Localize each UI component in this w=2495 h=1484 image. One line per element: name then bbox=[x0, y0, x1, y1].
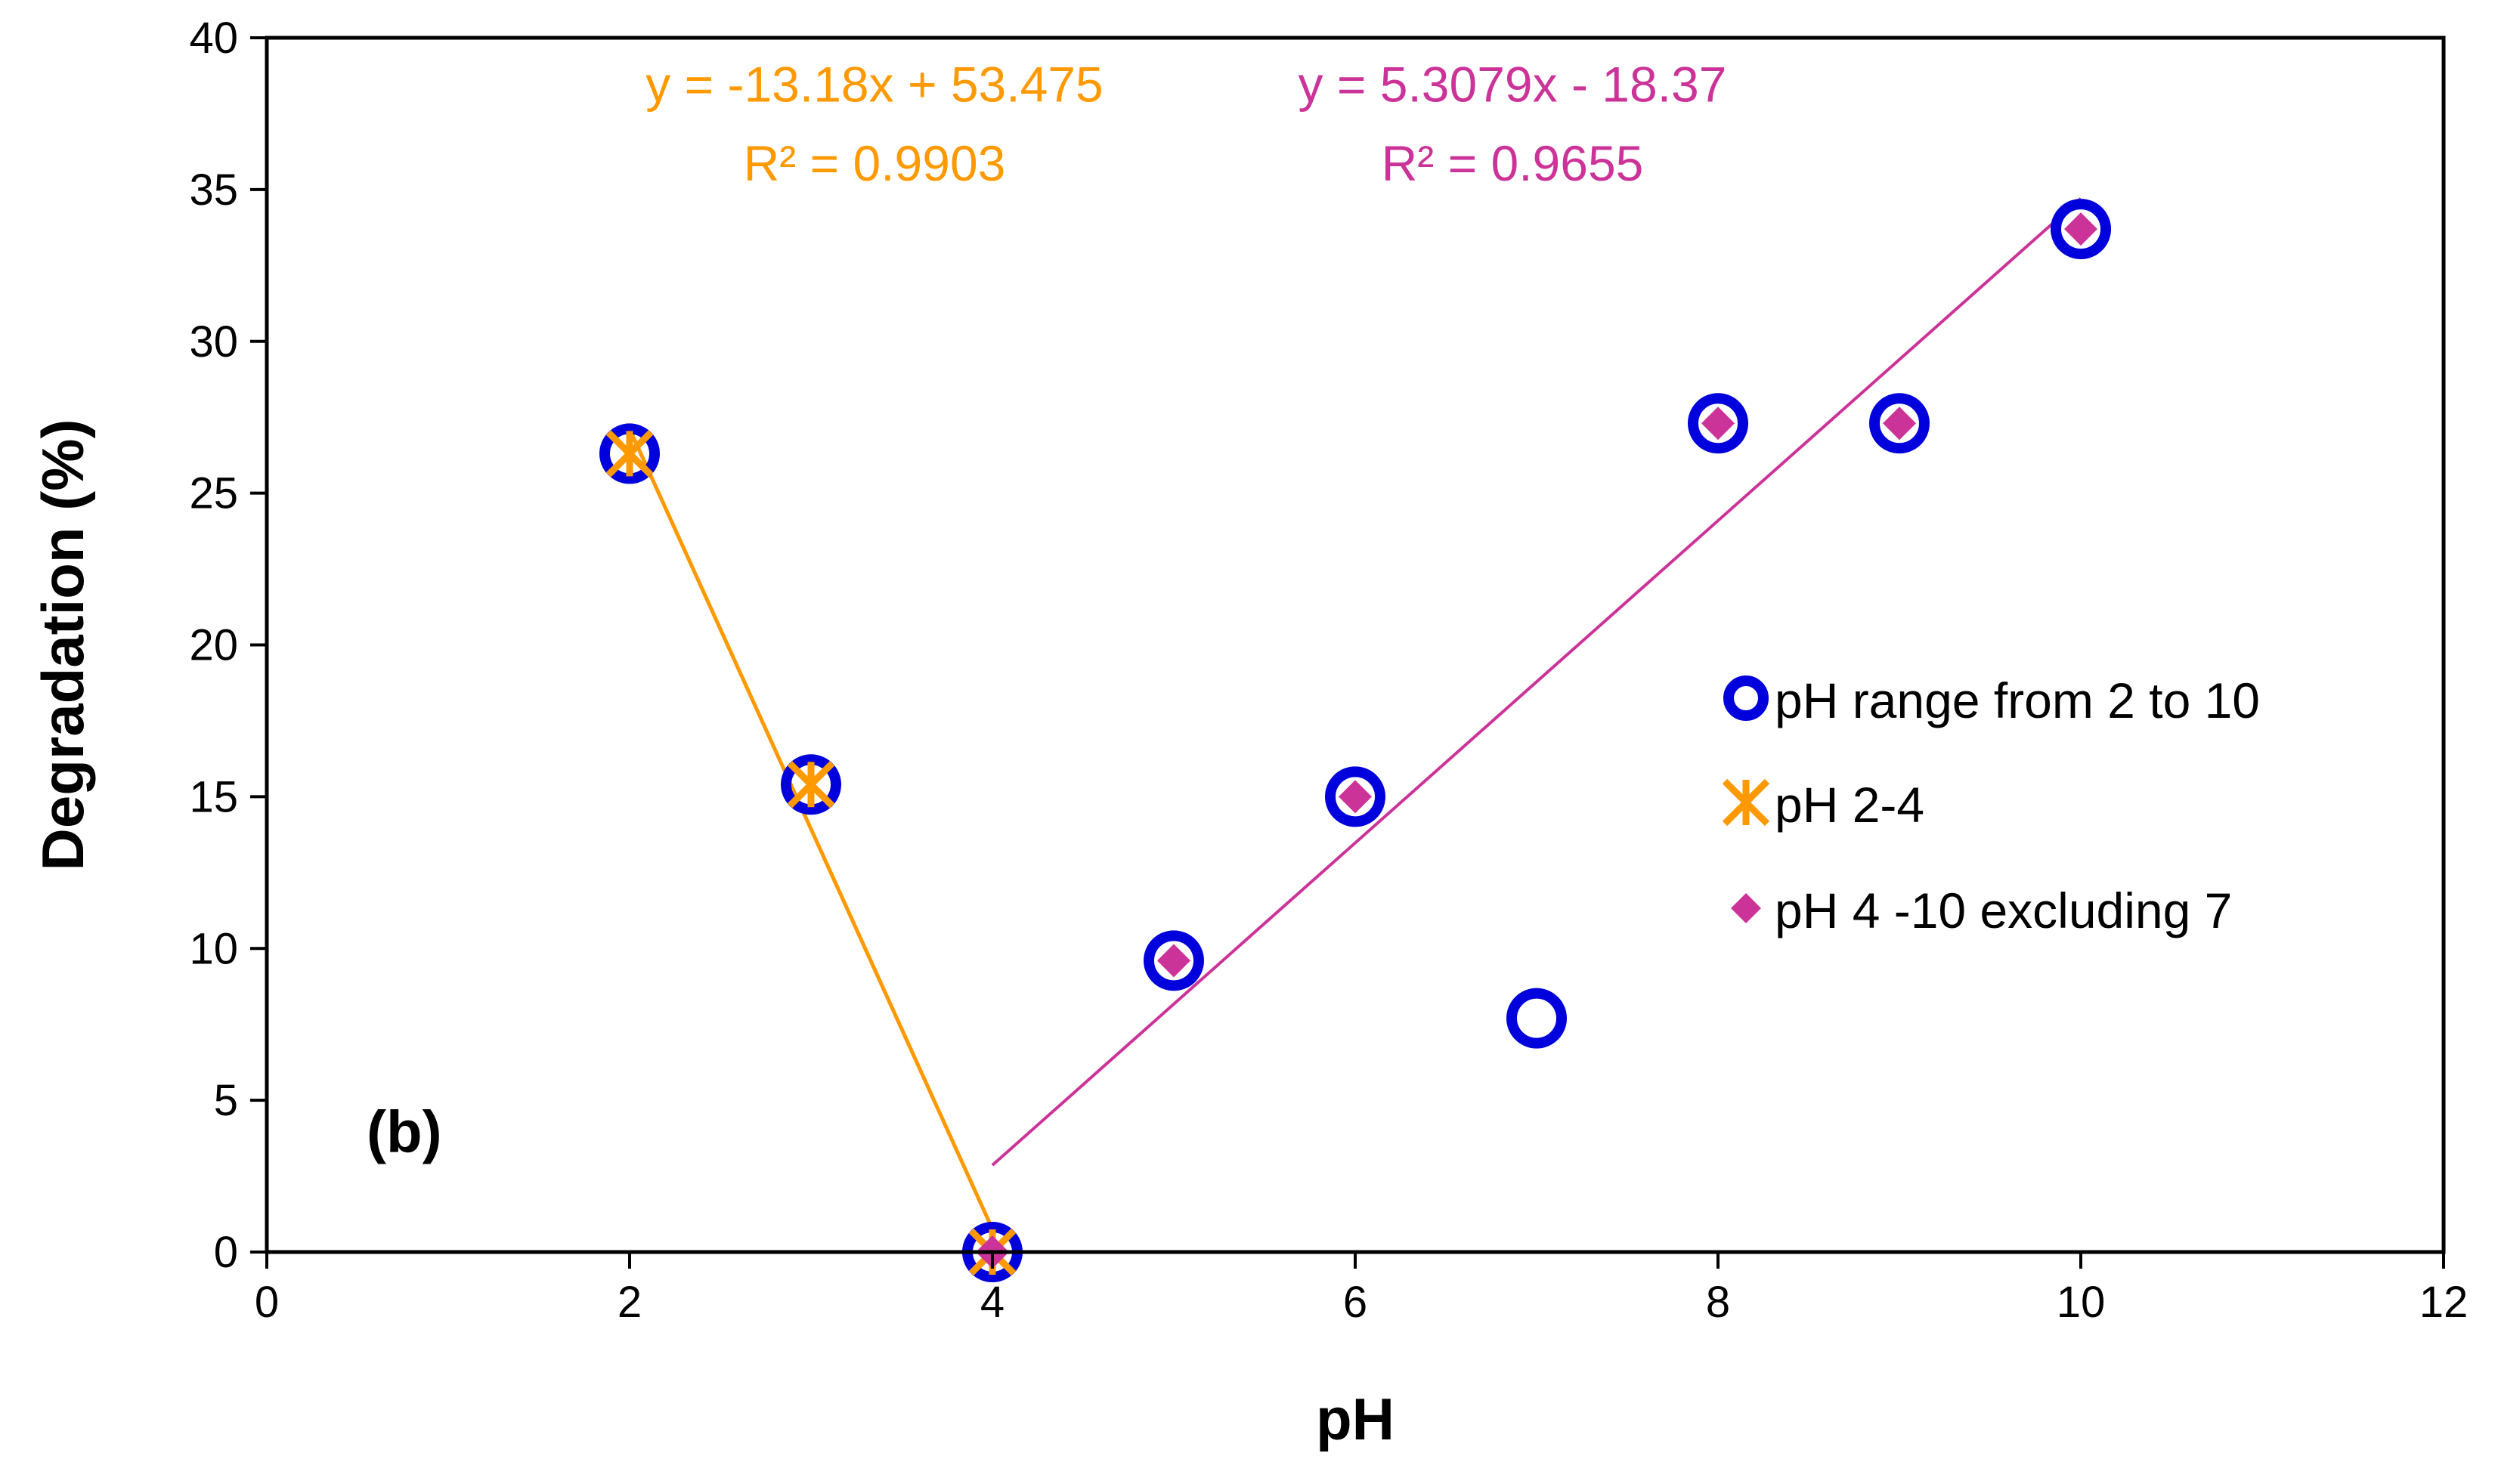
x-tick-label: 8 bbox=[1706, 1278, 1730, 1327]
trendlines bbox=[627, 197, 2082, 1230]
data-point-x-star bbox=[787, 761, 835, 808]
data-point-circle bbox=[1688, 393, 1748, 454]
legend: pH range from 2 to 10 pH 2-4 pH 4 -10 ex… bbox=[1722, 672, 2260, 938]
trendline-equation-ph-2-4: y = -13.18x + 53.475 bbox=[645, 56, 1103, 112]
y-tick-label: 15 bbox=[189, 772, 238, 821]
y-tick-label: 40 bbox=[189, 14, 238, 63]
legend-marker-circle-icon bbox=[1723, 676, 1769, 721]
x-tick-label: 6 bbox=[1343, 1278, 1367, 1327]
x-tick-label: 4 bbox=[980, 1278, 1005, 1327]
x-axis-title: pH bbox=[1316, 1386, 1395, 1452]
data-point-circle bbox=[781, 754, 841, 815]
legend-label-ph-range-2-10: pH range from 2 to 10 bbox=[1775, 672, 2260, 728]
axis-ticks: 0 5 10 15 20 25 30 35 40 0 2 4 6 8 10 12 bbox=[189, 14, 2468, 1327]
y-tick-label: 10 bbox=[189, 924, 238, 973]
trendline-ph-4-10 bbox=[991, 197, 2082, 1167]
y-tick-label: 5 bbox=[214, 1076, 238, 1125]
x-tick-label: 10 bbox=[2057, 1278, 2106, 1327]
data-point-diamond bbox=[1883, 407, 1916, 441]
legend-circle bbox=[1723, 676, 1769, 721]
y-tick-label: 0 bbox=[214, 1228, 238, 1277]
data-point-diamond bbox=[1339, 780, 1372, 814]
legend-diamond bbox=[1731, 893, 1761, 923]
y-tick-label: 20 bbox=[189, 621, 238, 670]
data-point-diamond bbox=[1157, 944, 1190, 978]
data-point-circle bbox=[1325, 766, 1385, 827]
data-point-circle bbox=[2051, 199, 2111, 260]
trendline-r2-ph-2-4: R² = 0.9903 bbox=[744, 135, 1006, 191]
y-tick-label: 35 bbox=[189, 165, 238, 215]
legend-marker-x-star-icon bbox=[1722, 778, 1770, 827]
x-tick-label: 12 bbox=[2419, 1278, 2469, 1327]
y-tick-label: 25 bbox=[189, 469, 238, 518]
data-point-circle bbox=[1506, 988, 1567, 1049]
data-point-diamond bbox=[1701, 407, 1735, 441]
trendline-equation-ph-4-10: y = 5.3079x - 18.37 bbox=[1299, 56, 1727, 112]
legend-label-ph-4-10: pH 4 -10 excluding 7 bbox=[1775, 883, 2232, 938]
y-axis-title: Degradation (%) bbox=[29, 419, 96, 870]
trendline-r2-ph-4-10: R² = 0.9655 bbox=[1382, 135, 1644, 191]
data-point-circle bbox=[1869, 393, 1930, 454]
data-point-diamond bbox=[2064, 212, 2097, 246]
legend-marker-diamond-icon bbox=[1731, 893, 1761, 923]
legend-label-ph-2-4: pH 2-4 bbox=[1775, 777, 1924, 833]
trendline-ph-2-4 bbox=[627, 428, 995, 1230]
x-tick-label: 2 bbox=[618, 1278, 642, 1327]
panel-label: (b) bbox=[367, 1098, 442, 1164]
data-point-circle bbox=[1144, 930, 1204, 991]
x-tick-label: 0 bbox=[255, 1278, 279, 1327]
y-tick-label: 30 bbox=[189, 317, 238, 366]
legend-x-star bbox=[1722, 778, 1770, 827]
data-point-x-star bbox=[605, 430, 654, 478]
data-point-circle bbox=[599, 423, 660, 484]
